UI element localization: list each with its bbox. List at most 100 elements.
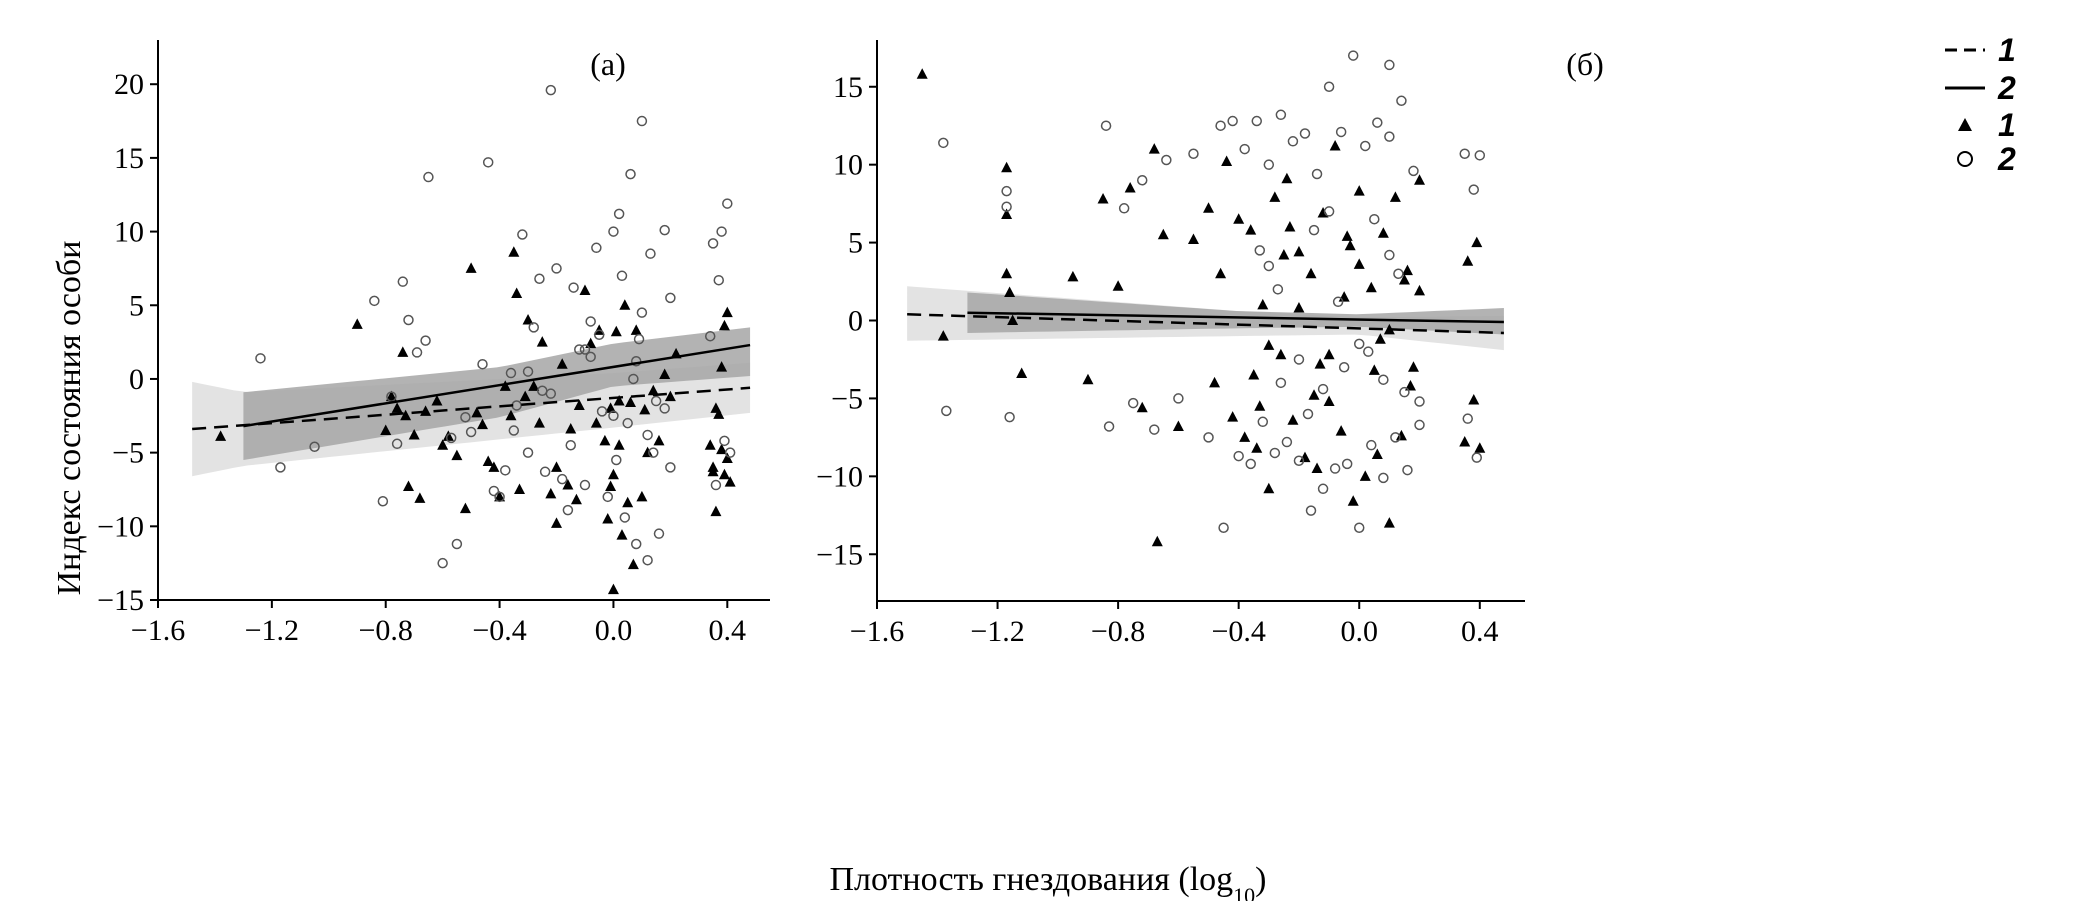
- panel-a-point-group-1: [551, 517, 563, 528]
- panel-b-point-group-1: [1359, 470, 1371, 481]
- x-axis-title-main: Плотность гнездования (log: [829, 861, 1233, 898]
- panel-b-point-group-2: [1287, 136, 1299, 147]
- panel-b-point-group-1: [1314, 358, 1326, 369]
- panel-b-point-group-1: [1329, 139, 1341, 151]
- panel-b-point-group-1: [1215, 267, 1227, 279]
- panel-a-point-group-2: [517, 229, 528, 240]
- panel-a-point-group-1: [556, 358, 568, 369]
- panel-a-point-group-1: [482, 455, 494, 466]
- panel-b-point-group-1: [1248, 369, 1260, 380]
- panel-a-point-group-2: [636, 115, 648, 127]
- panel-b: −15 −10 −5 0 5 10 15 −1.6 −1.2 −0.8 −0.4 0.0 0.4 (б): [816, 40, 1604, 648]
- panel-b-x-tick-label: 0.4: [1461, 615, 1499, 648]
- panel-b-y-tick-label: 15: [833, 71, 863, 104]
- panel-a-point-group-1: [713, 408, 725, 419]
- panel-a-x-tick-label: −1.6: [131, 614, 185, 647]
- panel-a-x-tick-label: −0.8: [359, 614, 413, 647]
- panel-a-point-group-2: [650, 395, 662, 407]
- panel-a-point-group-2: [574, 344, 585, 355]
- panel-b-point-group-2: [1173, 393, 1184, 404]
- panel-a-y-tick-label: 0: [129, 363, 144, 396]
- panel-a-point-group-1: [565, 423, 577, 434]
- panel-a-point-group-2: [596, 406, 608, 417]
- panel-b-point-group-2: [1218, 522, 1229, 534]
- panel-b-point-group-1: [1269, 191, 1281, 202]
- panel-b-point-group-2: [1263, 260, 1275, 272]
- panel-b-point-group-2: [1136, 175, 1148, 186]
- panel-b-point-group-1: [1203, 202, 1215, 213]
- panel-a-point-group-2: [420, 335, 431, 346]
- panel-b-point-group-2: [1471, 452, 1483, 463]
- panel-b-points: [916, 50, 1486, 547]
- panel-a-fit-lines: [192, 343, 751, 431]
- panel-b-fit-line-2: [967, 311, 1504, 324]
- panel-b-point-group-2: [1308, 224, 1320, 236]
- panel-a-point-group-2: [403, 314, 414, 326]
- panel-b-point-group-1: [1001, 161, 1013, 173]
- panel-b-point-group-2: [1299, 128, 1311, 139]
- legend-label-dashed: 1: [1998, 32, 2016, 68]
- panel-a-ci-band-2: [243, 327, 751, 460]
- panel-a-point-group-2: [665, 462, 676, 473]
- panel-b-point-group-1: [1462, 255, 1474, 266]
- panel-a-point-group-2: [369, 295, 380, 307]
- panel-a-point-group-1: [664, 390, 676, 402]
- panel-b-point-group-1: [1227, 411, 1239, 422]
- panel-a-point-group-1: [551, 461, 563, 472]
- panel-a-point-group-1: [573, 399, 585, 410]
- panel-a-point-group-1: [639, 403, 651, 415]
- panel-a-point-group-2: [722, 198, 733, 209]
- panel-a-point-group-2: [528, 322, 539, 333]
- panel-a-point-group-1: [351, 318, 363, 329]
- panel-b-point-group-2: [1363, 346, 1374, 357]
- panel-a-point-group-2: [619, 512, 631, 523]
- panel-a-point-group-2: [710, 479, 722, 491]
- panel-b-point-group-2: [1269, 447, 1281, 459]
- panel-a-point-group-2: [522, 366, 534, 377]
- panel-b-point-group-2: [1353, 522, 1365, 534]
- panel-b-y-tick-label: −5: [831, 382, 863, 415]
- panel-b-point-group-2: [1001, 201, 1012, 212]
- panel-b-point-group-1: [1112, 280, 1124, 291]
- panel-b-point-group-2: [1459, 148, 1470, 160]
- panel-a-point-group-2: [423, 171, 434, 183]
- panel-b-point-group-1: [1016, 367, 1028, 378]
- panel-a-point-group-2: [445, 432, 457, 444]
- panel-a-point-group-2: [460, 412, 471, 423]
- panel-a-point-group-1: [704, 439, 716, 450]
- panel-a-point-group-2: [255, 353, 266, 364]
- panel-b-point-group-2: [1281, 436, 1293, 448]
- panel-b-point-group-2: [1372, 117, 1383, 128]
- panel-b-point-group-2: [938, 137, 949, 149]
- panel-b-point-group-1: [1404, 379, 1416, 391]
- panel-a-confidence-bands: [192, 327, 751, 477]
- panel-b-point-group-1: [1001, 208, 1013, 220]
- panel-b-point-group-1: [1221, 155, 1233, 167]
- panel-b-point-group-1: [1353, 185, 1365, 196]
- panel-b-point-group-2: [1414, 396, 1425, 407]
- panel-a-point-group-2: [591, 242, 602, 254]
- panel-a-point-group-2: [508, 425, 520, 436]
- panel-a-point-group-1: [616, 529, 628, 540]
- panel-b-point-group-1: [1471, 236, 1483, 248]
- panel-b-point-group-1: [1263, 339, 1275, 350]
- panel-b-point-group-2: [1402, 464, 1413, 476]
- panel-b-point-group-1: [1151, 535, 1163, 547]
- panel-a-point-group-1: [471, 406, 483, 418]
- panel-a-point-group-1: [536, 336, 548, 347]
- panel-a-point-group-2: [477, 358, 488, 370]
- panel-b-point-group-1: [1239, 431, 1251, 442]
- panel-a-point-group-1: [585, 337, 597, 349]
- panel-a-point-group-2: [437, 557, 448, 569]
- panel-b-point-group-1: [1344, 239, 1356, 251]
- panel-a-axes: −15 −10 −5 0 5 10 15 20 −1.6 −1.2 −0.8 −0.4 0.0 0.4: [97, 40, 770, 647]
- panel-a-point-group-2: [451, 538, 463, 550]
- panel-a-point-group-1: [599, 434, 611, 446]
- panel-b-point-group-1: [1389, 191, 1401, 202]
- panel-a-point-group-2: [625, 168, 636, 180]
- panel-b-point-group-2: [1384, 249, 1395, 261]
- panel-b-point-group-1: [1341, 230, 1353, 241]
- panel-b-axes: −15 −10 −5 0 5 10 15 −1.6 −1.2 −0.8 −0.4 0.0 0.4: [816, 40, 1525, 648]
- panel-b-point-group-1: [1082, 373, 1094, 385]
